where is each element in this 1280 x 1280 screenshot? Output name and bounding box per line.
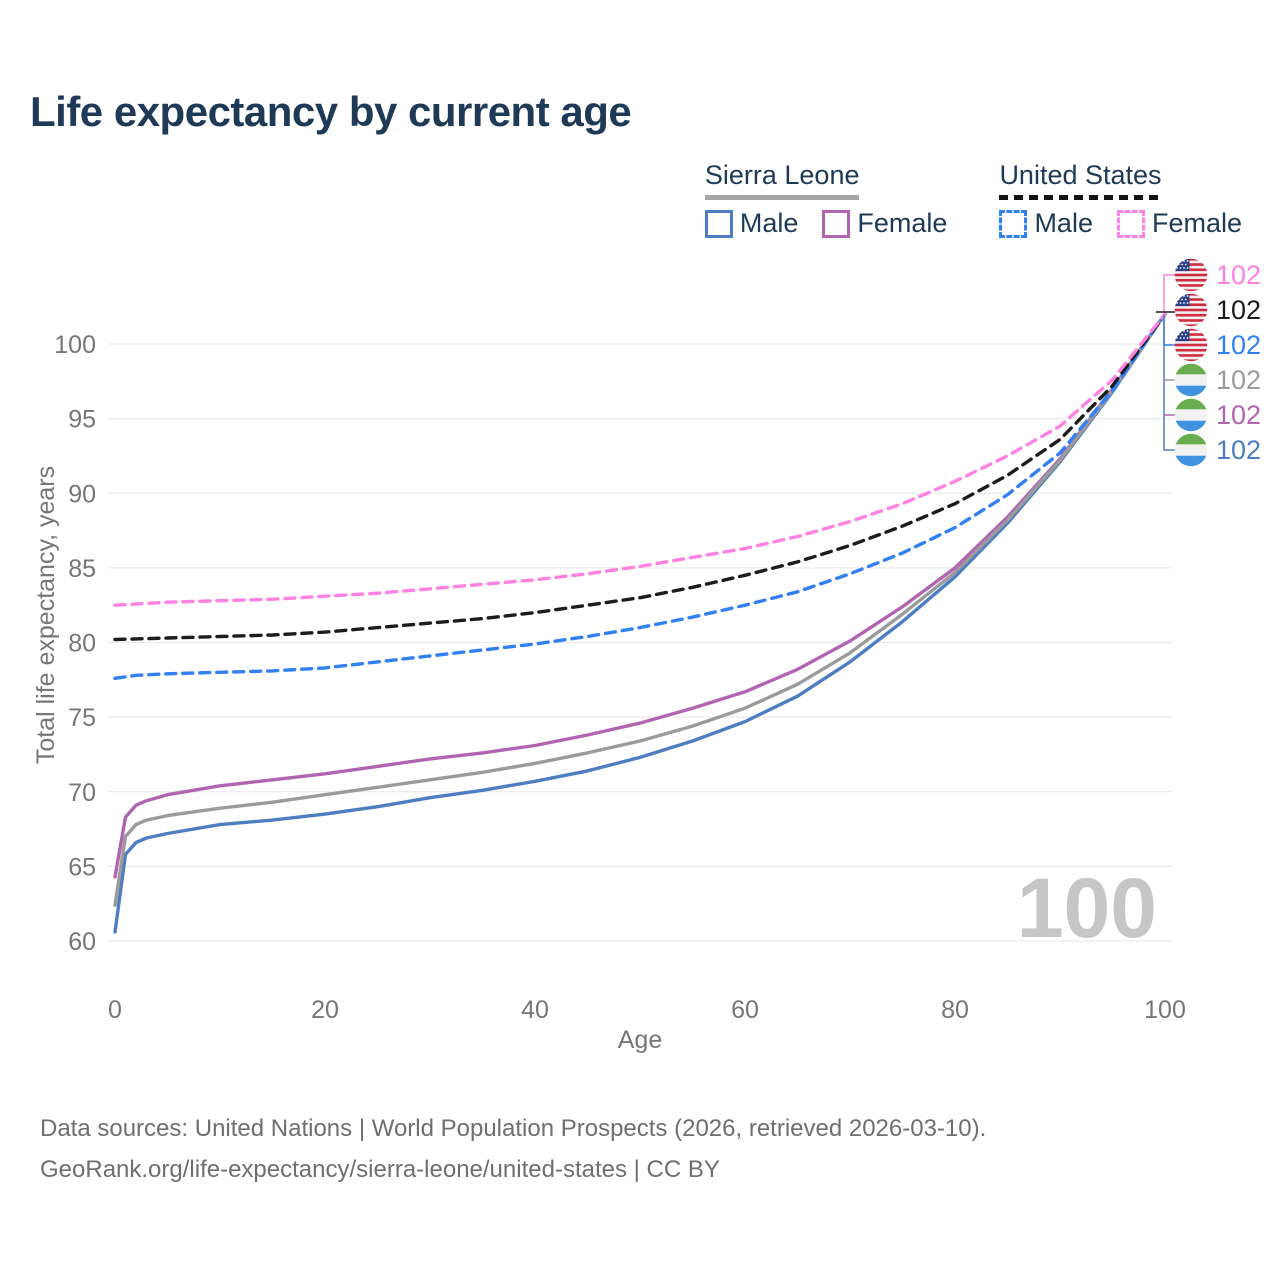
- legend: Sierra Leone Male Female United States: [704, 160, 1242, 239]
- us-female-swatch-icon: [1116, 209, 1145, 238]
- endpoint-value: 102: [1216, 434, 1262, 465]
- leader-line-sl_male: [1163, 315, 1175, 451]
- sierra-leone-line-sample: [704, 195, 860, 200]
- sierra-leone-flag-icon: [1174, 398, 1208, 432]
- series-line-sl_female[interactable]: [113, 312, 1167, 879]
- endpoint-us-female: 102: [1174, 258, 1261, 292]
- us-flag-icon: [1174, 293, 1208, 327]
- y-tick-label: 75: [68, 704, 96, 732]
- chart-canvas: 60 65 70 75 80 85 90 95 100 0 20 40 60 80 100: [54, 274, 1186, 1024]
- y-tick-label: 65: [68, 853, 96, 881]
- endpoint-value: 102: [1216, 259, 1262, 290]
- endpoint-value: 102: [1216, 294, 1262, 325]
- x-axis-title: Age: [617, 1026, 663, 1054]
- endpoint-value: 102: [1216, 399, 1262, 430]
- x-tick-label: 60: [731, 996, 759, 1024]
- y-tick-label: 70: [68, 779, 96, 807]
- legend-heading-sierra-leone[interactable]: Sierra Leone: [704, 160, 860, 200]
- series-line-sl_male[interactable]: [113, 312, 1167, 934]
- legend-item-us-male[interactable]: Male: [999, 208, 1093, 239]
- series-line-us_female[interactable]: [113, 312, 1167, 607]
- x-tick-label: 40: [521, 996, 549, 1024]
- page-title: Life expectancy by current age: [30, 88, 632, 135]
- series-line-us_male[interactable]: [113, 312, 1167, 680]
- y-tick-label: 85: [68, 555, 96, 583]
- y-tick-label: 60: [68, 928, 96, 956]
- legend-heading-united-states[interactable]: United States: [999, 160, 1162, 200]
- y-tick-label: 100: [54, 331, 96, 359]
- legend-item-label: Male: [739, 208, 799, 238]
- legend-item-us-female[interactable]: Female: [1116, 208, 1242, 239]
- legend-item-sl-male[interactable]: Male: [704, 208, 799, 239]
- legend-item-sl-female[interactable]: Female: [822, 208, 947, 239]
- age-counter-watermark: 100: [1016, 861, 1157, 955]
- data-sources-line: Data sources: United Nations | World Pop…: [40, 1115, 987, 1142]
- y-axis-title: Total life expectancy, years: [32, 465, 60, 765]
- endpoint-sl-female: 102: [1174, 398, 1261, 432]
- x-tick-label: 0: [108, 996, 122, 1024]
- us-male-swatch-icon: [999, 209, 1028, 238]
- series-line-sl_all[interactable]: [113, 312, 1167, 907]
- sl-female-swatch-icon: [822, 209, 851, 238]
- endpoint-value: 102: [1216, 329, 1262, 360]
- endpoint-value: 102: [1216, 364, 1262, 395]
- x-tick-label: 80: [941, 996, 969, 1024]
- y-tick-label: 95: [68, 406, 96, 434]
- leader-line-us_female: [1163, 274, 1175, 311]
- endpoint-sl-male: 102: [1174, 433, 1261, 467]
- legend-item-label: Female: [1151, 208, 1242, 238]
- sierra-leone-flag-icon: [1174, 433, 1208, 467]
- y-tick-label: 90: [68, 480, 96, 508]
- legend-item-label: Female: [857, 208, 948, 238]
- sierra-leone-flag-icon: [1174, 363, 1208, 397]
- legend-item-label: Male: [1034, 208, 1093, 238]
- footer: Data sources: United Nations | World Pop…: [40, 1108, 986, 1190]
- endpoint-us-all: 102: [1174, 293, 1261, 327]
- us-flag-icon: [1174, 258, 1208, 292]
- us-flag-icon: [1174, 328, 1208, 362]
- united-states-line-sample: [999, 195, 1162, 200]
- sl-male-swatch-icon: [704, 209, 733, 238]
- y-tick-label: 80: [68, 630, 96, 658]
- legend-heading-label: United States: [999, 160, 1162, 190]
- endpoint-labels: 102 102 102 102 102 102: [1174, 258, 1261, 468]
- series-line-us_all[interactable]: [113, 312, 1167, 642]
- endpoint-us-male: 102: [1174, 328, 1261, 362]
- legend-group-sierra-leone: Sierra Leone Male Female: [704, 160, 947, 239]
- x-tick-label: 100: [1144, 996, 1186, 1024]
- attribution-line: GeoRank.org/life-expectancy/sierra-leone…: [40, 1156, 720, 1183]
- legend-group-united-states: United States Male Female: [999, 160, 1242, 239]
- x-tick-label: 20: [311, 996, 339, 1024]
- endpoint-sl-all: 102: [1174, 363, 1261, 397]
- legend-heading-label: Sierra Leone: [704, 160, 860, 190]
